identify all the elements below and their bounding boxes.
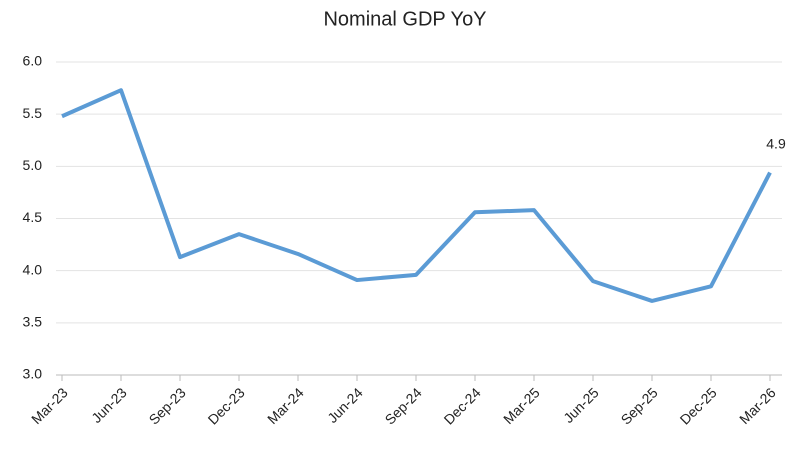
x-tick-label: Mar-25 [500,384,543,427]
x-tick-label: Jun-23 [88,384,130,426]
y-tick-label: 4.0 [23,261,43,277]
x-tick-label: Mar-24 [264,384,307,427]
x-tick-label: Sep-25 [617,384,660,427]
y-tick-label: 5.5 [23,105,43,121]
y-tick-label: 4.5 [23,209,43,225]
x-tick-label: Dec-24 [441,384,484,427]
x-tick-label: Mar-26 [736,384,779,427]
x-tick-label: Mar-23 [28,384,71,427]
x-tick-label: Jun-24 [324,384,366,426]
y-tick-label: 6.0 [23,53,43,69]
chart-title: Nominal GDP YoY [323,8,486,30]
y-tick-label: 5.0 [23,157,43,173]
x-tick-label: Sep-23 [145,384,188,427]
x-tick-label: Sep-24 [381,384,424,427]
line [61,88,772,303]
y-tick-label: 3.5 [23,314,43,330]
x-tick-label: Jun-25 [560,384,602,426]
x-tick-label: Dec-25 [677,384,720,427]
y-tick-label: 3.0 [23,366,43,382]
data-label: 4.9 [766,135,786,151]
x-tick-label: Dec-23 [205,384,248,427]
